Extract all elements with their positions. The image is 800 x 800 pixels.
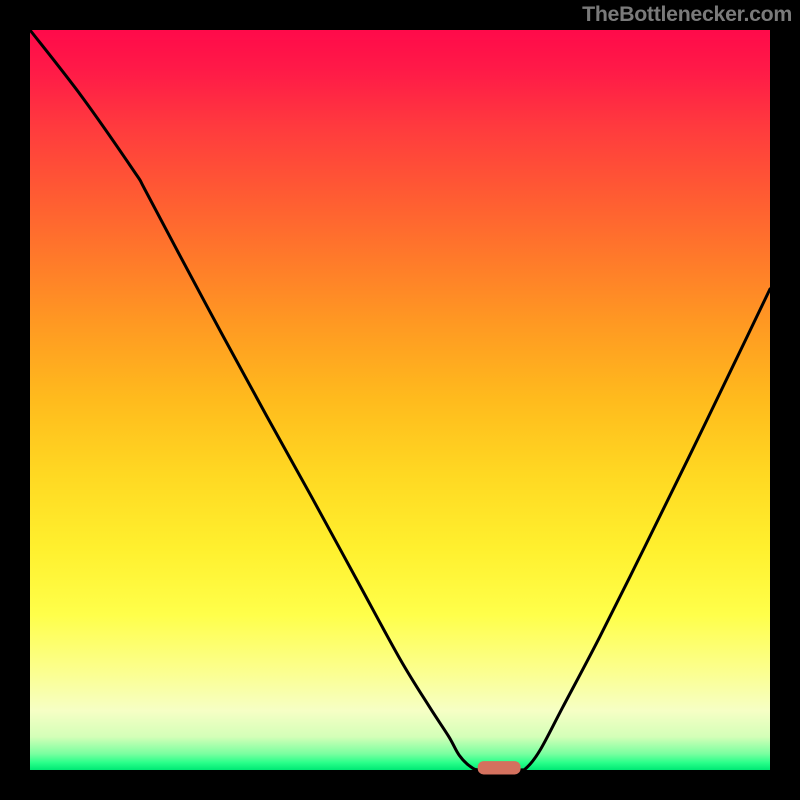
watermark-text: TheBottlenecker.com: [582, 2, 792, 27]
optimal-point-marker: [478, 761, 521, 774]
bottleneck-chart: [0, 0, 800, 800]
